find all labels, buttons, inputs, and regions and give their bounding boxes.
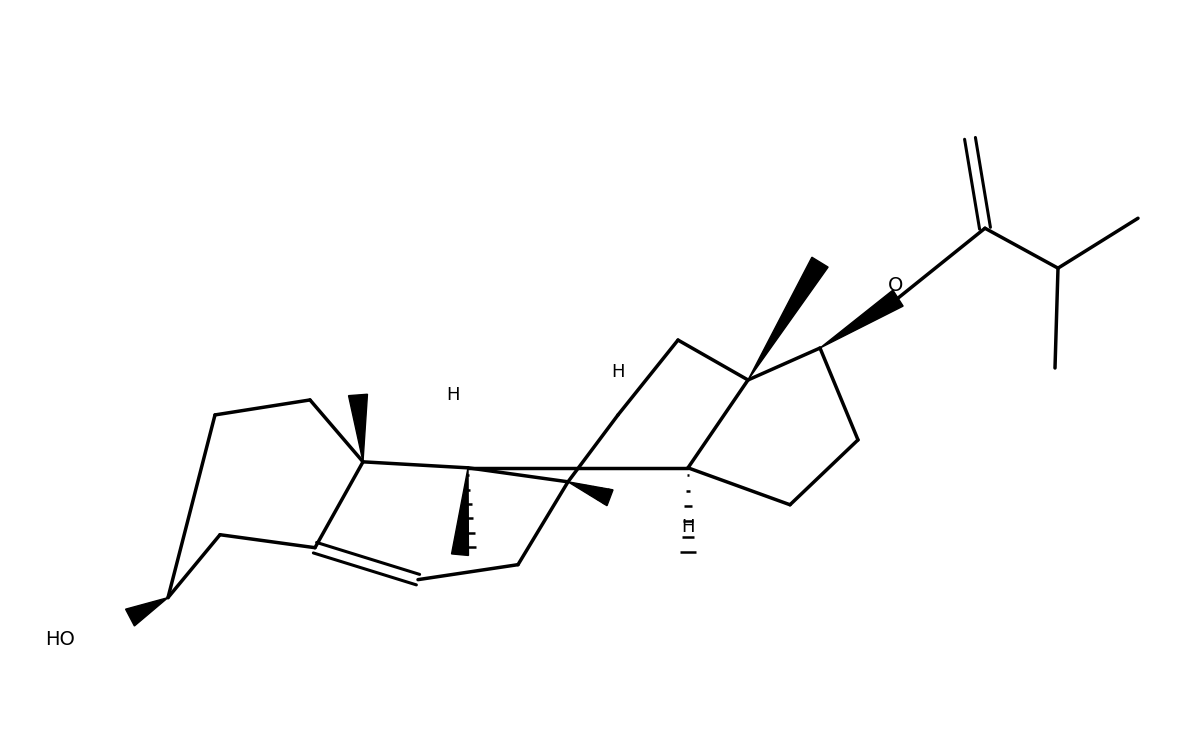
Polygon shape [568,482,613,506]
Text: HO: HO [46,630,75,649]
Polygon shape [126,598,168,626]
Text: H: H [447,386,460,404]
Polygon shape [819,290,903,348]
Polygon shape [349,394,368,462]
Polygon shape [748,257,828,380]
Polygon shape [452,468,468,556]
Text: H: H [611,363,624,381]
Text: H: H [682,518,695,536]
Text: O: O [888,276,903,295]
